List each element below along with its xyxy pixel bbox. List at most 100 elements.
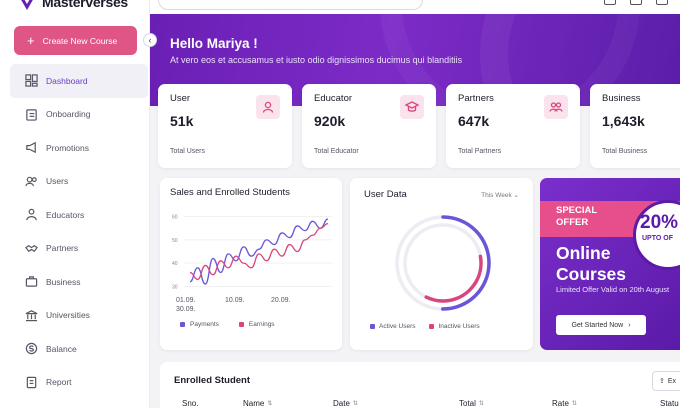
offer-text: Limited Offer Valid on 20th August — [556, 285, 670, 294]
search-input[interactable] — [158, 0, 423, 10]
column-header-label: Statu — [660, 399, 679, 408]
logo[interactable]: Masterverses — [18, 0, 128, 12]
user-donut-chart — [395, 215, 491, 311]
legend-item-inactive: Inactive Users — [429, 323, 480, 330]
sidebar: Masterverses + Create New Course Dashboa… — [0, 0, 150, 408]
column-header-date[interactable]: Date ⇅ — [333, 399, 358, 408]
offer-headline: Online Courses — [556, 243, 627, 284]
offer-special-text: SPECIAL OFFER — [556, 205, 598, 228]
handshake-icon — [24, 241, 38, 255]
notification-icon[interactable] — [630, 0, 642, 5]
stat-card-educator[interactable]: Educator 920k Total Educator — [302, 84, 436, 168]
sidebar-item-label: Educators — [46, 209, 85, 220]
logo-icon — [21, 0, 33, 10]
get-started-button[interactable]: Get Started Now › — [556, 315, 646, 335]
stat-value: 647k — [458, 113, 490, 129]
stat-card-user[interactable]: User 51k Total Users — [158, 84, 292, 168]
user-data-title: User Data — [364, 189, 407, 200]
briefcase-icon — [24, 275, 38, 289]
stat-card-business[interactable]: Business 1,643k Total Business — [590, 84, 680, 168]
sidebar-item-label: Partners — [46, 243, 79, 254]
sales-chart-card: Sales and Enrolled Students 60 50 40 30 01.0… — [160, 178, 342, 350]
sidebar-item-onboarding[interactable]: Onboarding — [10, 98, 148, 132]
create-new-course-button[interactable]: + Create New Course — [14, 26, 137, 55]
stat-card-partners[interactable]: Partners 647k Total Partners — [446, 84, 580, 168]
stat-title: Business — [602, 93, 641, 104]
sort-icon: ⇅ — [571, 401, 577, 407]
discount-upto: UPTO OF — [642, 235, 673, 242]
sales-chart-title: Sales and Enrolled Students — [170, 187, 290, 198]
discount-percent: 20% — [640, 212, 679, 233]
stat-title: Partners — [458, 93, 494, 104]
enrolled-student-table: Enrolled Student ⇪ Ex Sno. Name ⇅ Date ⇅ T… — [160, 362, 680, 408]
sidebar-item-universities[interactable]: Universities — [10, 299, 148, 333]
y-tick-label: 30 — [172, 284, 178, 290]
stat-value: 51k — [170, 113, 194, 129]
x-tick-label: 20.09. — [271, 297, 291, 304]
column-header-name[interactable]: Name ⇅ — [243, 399, 272, 408]
report-icon — [24, 375, 38, 389]
legend-item-earnings: Earnings — [238, 321, 275, 328]
create-new-course-label: Create New Course — [42, 35, 118, 46]
enrolled-title: Enrolled Student — [174, 375, 250, 386]
column-header-sno[interactable]: Sno. — [182, 399, 198, 408]
sidebar-item-business[interactable]: Business — [10, 265, 148, 299]
stat-title: Educator — [314, 93, 353, 104]
users-icon — [24, 174, 38, 188]
stat-footer: Total Users — [170, 148, 206, 155]
collapse-sidebar-button[interactable]: ‹ — [143, 33, 157, 47]
sidebar-item-label: Business — [46, 276, 81, 287]
donut-arc-inactive-users — [403, 223, 483, 303]
legend-item-payments: Payments — [180, 321, 219, 328]
settings-icon[interactable] — [656, 0, 668, 5]
sidebar-item-label: Dashboard — [46, 75, 88, 86]
sidebar-item-label: Report — [46, 377, 72, 388]
sidebar-item-label: Universities — [46, 310, 90, 321]
sidebar-item-label: Promotions — [46, 142, 89, 153]
sort-icon: ⇅ — [267, 401, 273, 407]
column-header-status[interactable]: Statu — [660, 399, 679, 408]
x-tick-label: 30.09. — [176, 306, 196, 313]
period-select[interactable]: This Week ⌄ — [481, 191, 519, 199]
column-header-rate[interactable]: Rate ⇅ — [552, 399, 577, 408]
y-tick-label: 40 — [172, 261, 178, 267]
chevron-left-icon: ‹ — [148, 35, 152, 45]
legend-swatch — [180, 322, 185, 327]
sidebar-item-dashboard[interactable]: Dashboard — [10, 64, 148, 98]
sidebar-item-educators[interactable]: Educators — [10, 198, 148, 232]
chevron-down-icon: ⌄ — [513, 192, 519, 199]
educator-icon — [24, 208, 38, 222]
stat-footer: Total Educator — [314, 148, 359, 155]
legend-swatch — [370, 324, 375, 329]
clipboard-icon — [24, 107, 38, 121]
sort-icon: ⇅ — [352, 401, 358, 407]
column-header-label: Sno. — [182, 399, 199, 408]
y-tick-label: 50 — [172, 238, 178, 244]
sidebar-item-label: Onboarding — [46, 109, 91, 120]
sidebar-item-partners[interactable]: Partners — [10, 232, 148, 266]
export-button[interactable]: ⇪ Ex — [652, 371, 680, 391]
stat-value: 920k — [314, 113, 346, 129]
message-icon[interactable] — [604, 0, 616, 5]
partners-icon — [544, 95, 568, 119]
x-tick-label: 10.09. — [225, 297, 245, 304]
sidebar-item-users[interactable]: Users — [10, 165, 148, 199]
user-icon — [256, 95, 280, 119]
sidebar-item-balance[interactable]: Balance — [10, 332, 148, 366]
series-line-payments — [189, 218, 329, 285]
legend-label: Active Users — [379, 323, 416, 330]
sidebar-item-report[interactable]: Report — [10, 366, 148, 400]
special-offer-card: SPECIAL OFFER 20% UPTO OF Online Courses… — [540, 178, 680, 350]
user-data-legend: Active Users Inactive Users — [370, 323, 480, 330]
legend-swatch — [429, 324, 435, 329]
column-header-total[interactable]: Total ⇅ — [459, 399, 484, 408]
dollar-icon — [24, 342, 38, 356]
university-icon — [24, 308, 38, 322]
chevron-right-icon: › — [628, 321, 631, 329]
stat-footer: Total Business — [602, 148, 648, 155]
stat-footer: Total Partners — [458, 148, 502, 155]
get-started-label: Get Started Now — [571, 321, 624, 329]
sidebar-item-promotions[interactable]: Promotions — [10, 131, 148, 165]
dashboard-icon — [24, 74, 38, 88]
